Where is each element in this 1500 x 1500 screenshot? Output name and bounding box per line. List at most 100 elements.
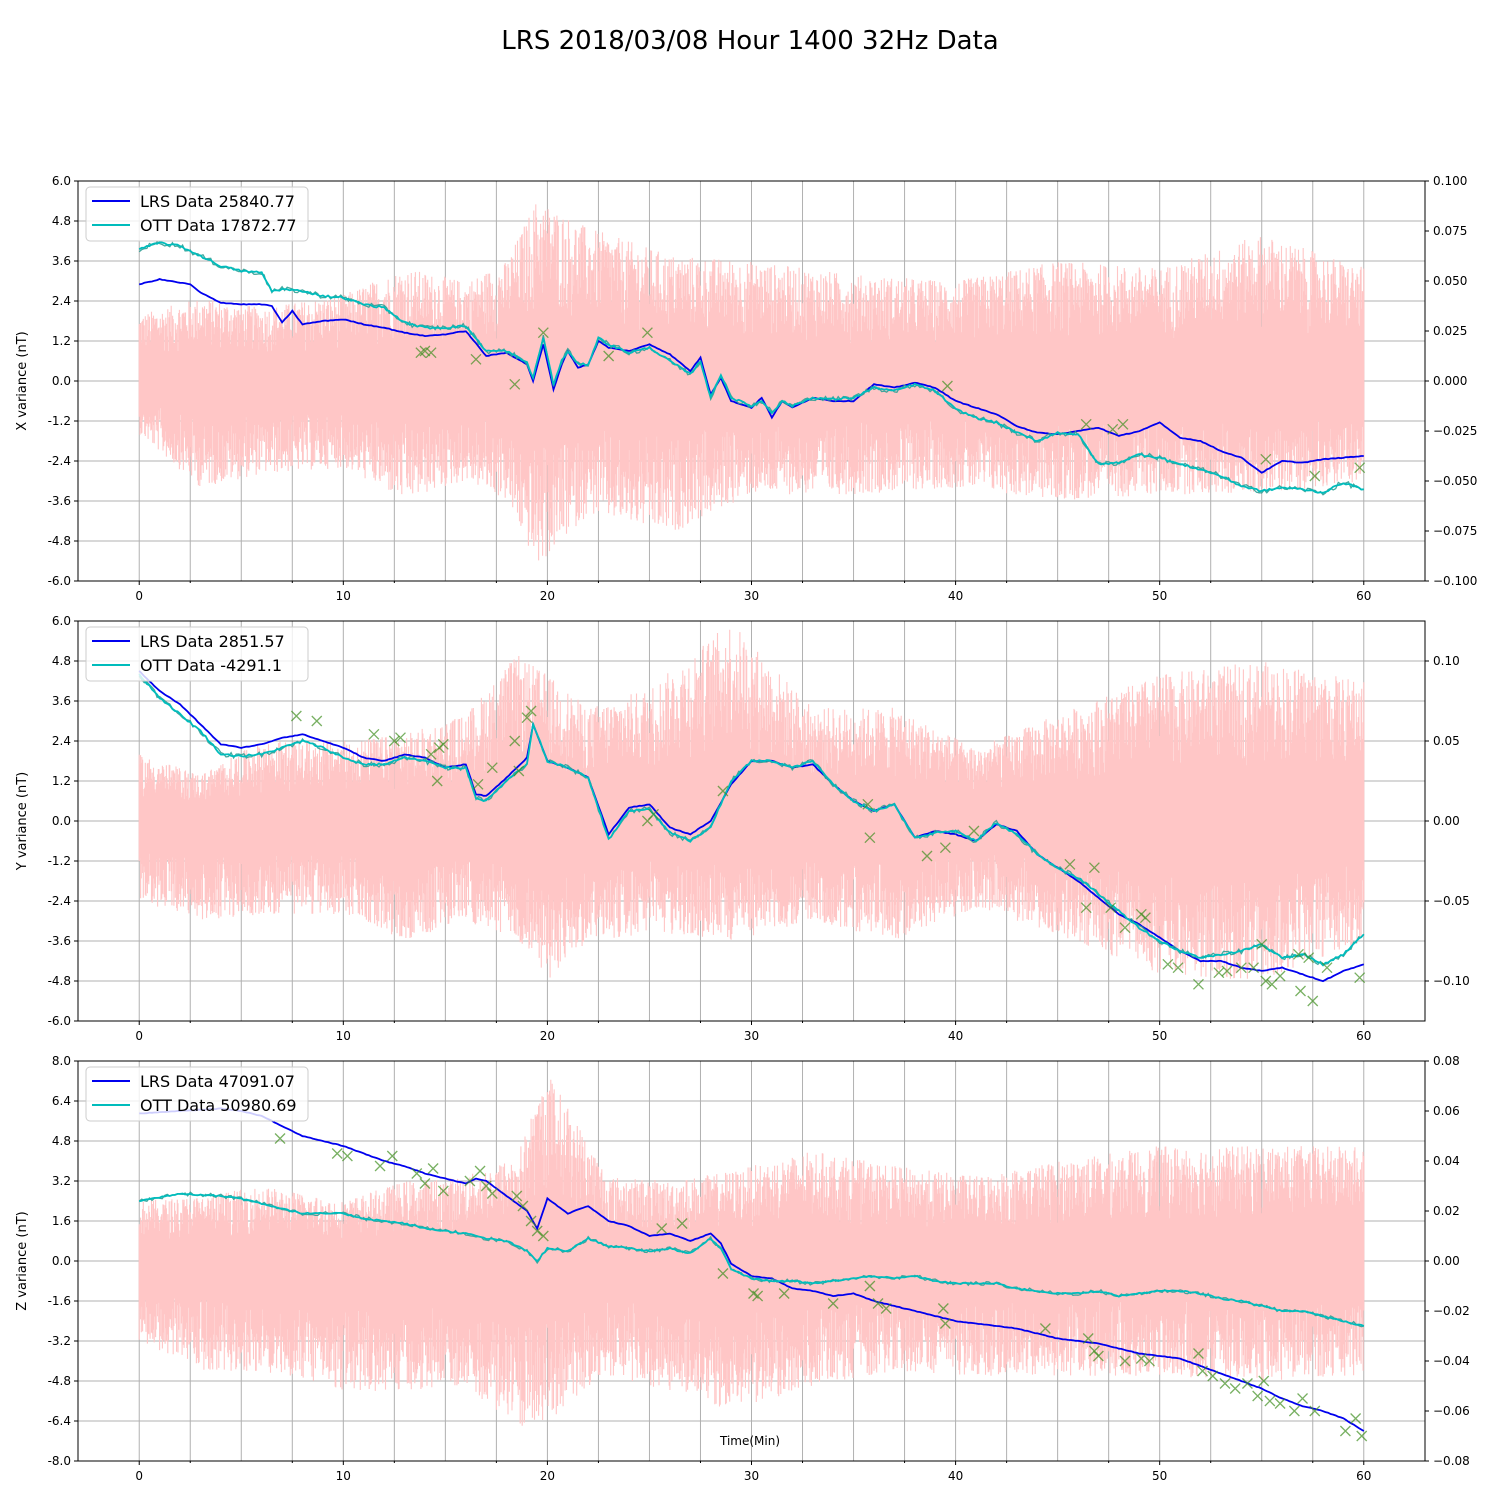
y2-tick-label: 0.08 [1433, 1054, 1460, 1068]
data-marker [968, 825, 980, 837]
data-marker [1295, 985, 1306, 997]
y2-tick-label: −0.025 [1433, 424, 1477, 438]
data-marker [880, 1303, 892, 1314]
data-marker [1117, 418, 1129, 430]
x-tick-label: 20 [540, 1029, 555, 1043]
y-tick-label: -8.0 [48, 1454, 71, 1468]
x-tick-label: 10 [336, 589, 351, 603]
data-marker [431, 775, 443, 787]
data-marker [921, 850, 933, 862]
data-marker [1193, 978, 1204, 990]
data-marker [290, 710, 302, 722]
legend-label-lrs: LRS Data 25840.77 [140, 192, 295, 211]
y-tick-label: 8.0 [52, 1054, 71, 1068]
data-marker [374, 1160, 386, 1172]
data-marker [386, 1150, 398, 1162]
legend: LRS Data 47091.07 OTT Data 50980.69 [85, 1066, 309, 1122]
data-marker [388, 735, 400, 747]
y2-tick-label: 0.000 [1433, 374, 1467, 388]
y-axis-label: X variance (nT) [15, 331, 30, 430]
data-marker [509, 378, 521, 390]
y-tick-label: -6.0 [48, 1014, 71, 1028]
data-marker [1303, 952, 1315, 964]
x-tick-label: 50 [1152, 1469, 1167, 1483]
y2-tick-label: −0.05 [1433, 894, 1470, 908]
data-marker [1219, 1378, 1231, 1389]
data-marker [419, 345, 431, 357]
y-tick-label: 1.6 [52, 1214, 71, 1228]
data-marker [411, 1168, 423, 1179]
y2-tick-label: 0.05 [1433, 734, 1460, 748]
x-tick-label: 10 [336, 1029, 351, 1043]
data-marker [1119, 922, 1131, 934]
data-marker [1241, 1378, 1253, 1389]
data-marker [1248, 962, 1260, 974]
legend-label-lrs: LRS Data 2851.57 [140, 632, 285, 651]
legend-label-ott: OTT Data -4291.1 [140, 656, 282, 675]
y-tick-label: -4.8 [48, 974, 71, 988]
data-marker [425, 347, 437, 359]
data-marker [1307, 995, 1319, 1007]
x-tick-label: 60 [1356, 1029, 1371, 1043]
data-marker [1088, 862, 1100, 874]
data-marker [1082, 1333, 1094, 1344]
x-tick-label: 10 [336, 1469, 351, 1483]
data-marker [1354, 462, 1366, 474]
data-marker [1080, 902, 1092, 914]
data-marker [509, 735, 521, 747]
data-marker [778, 1288, 790, 1299]
data-marker [1309, 1405, 1321, 1417]
data-marker [480, 1180, 492, 1192]
x-tick-label: 60 [1356, 1469, 1371, 1483]
data-marker [1235, 962, 1247, 974]
series-line-lrs [139, 1107, 1365, 1432]
legend-box [85, 186, 309, 242]
variance-trace [138, 1079, 1365, 1426]
variance-trace [138, 204, 1365, 561]
y-tick-label: -3.2 [48, 1334, 71, 1348]
data-marker [331, 1148, 343, 1159]
data-marker [470, 353, 482, 365]
series-line-ott [139, 1192, 1365, 1327]
data-marker [537, 1230, 549, 1242]
marker-group [274, 1133, 1368, 1442]
data-marker [641, 327, 653, 339]
y2-tick-label: 0.06 [1433, 1104, 1460, 1118]
data-marker [513, 765, 525, 777]
y2-tick-label: 0.00 [1433, 1254, 1460, 1268]
y-axis-label: Y variance (nT) [15, 772, 30, 872]
data-marker [525, 1215, 537, 1227]
data-marker [1135, 1353, 1147, 1364]
data-marker [937, 1303, 949, 1314]
y2-tick-label: −0.06 [1433, 1404, 1470, 1418]
data-marker [1339, 1425, 1351, 1437]
panel-1: 6.0 4.8 3.6 2.4 1.2 0.0 -1.2 -2.4 -3.6 -4.8 -6.0 0.… [15, 174, 1477, 603]
data-marker [941, 380, 953, 392]
data-marker [1264, 1395, 1276, 1407]
data-marker [1354, 972, 1366, 984]
y-tick-label: -3.6 [48, 494, 71, 508]
data-marker [511, 1190, 523, 1202]
data-marker [395, 732, 406, 744]
data-marker [531, 1225, 543, 1237]
data-marker [1172, 962, 1184, 974]
data-marker [1274, 970, 1286, 982]
y-tick-label: -3.6 [48, 934, 71, 948]
y-tick-label: -1.2 [48, 854, 71, 868]
data-marker [419, 1178, 431, 1189]
x-tick-label: 30 [744, 589, 759, 603]
y2-tick-label: −0.075 [1433, 524, 1477, 538]
y-tick-label: 3.2 [52, 1174, 71, 1188]
data-marker [1274, 1398, 1286, 1409]
data-marker [676, 1218, 688, 1229]
y-tick-label: -4.8 [48, 534, 71, 548]
y-tick-label: -4.8 [48, 1374, 71, 1388]
y-tick-label: -2.4 [48, 454, 71, 468]
data-marker [717, 1268, 729, 1279]
y-tick-label: 0.0 [52, 1254, 71, 1268]
data-marker [752, 1290, 764, 1302]
legend-box [85, 626, 309, 682]
data-marker [474, 1165, 486, 1177]
data-marker [1260, 453, 1272, 465]
data-marker [1039, 1323, 1051, 1334]
